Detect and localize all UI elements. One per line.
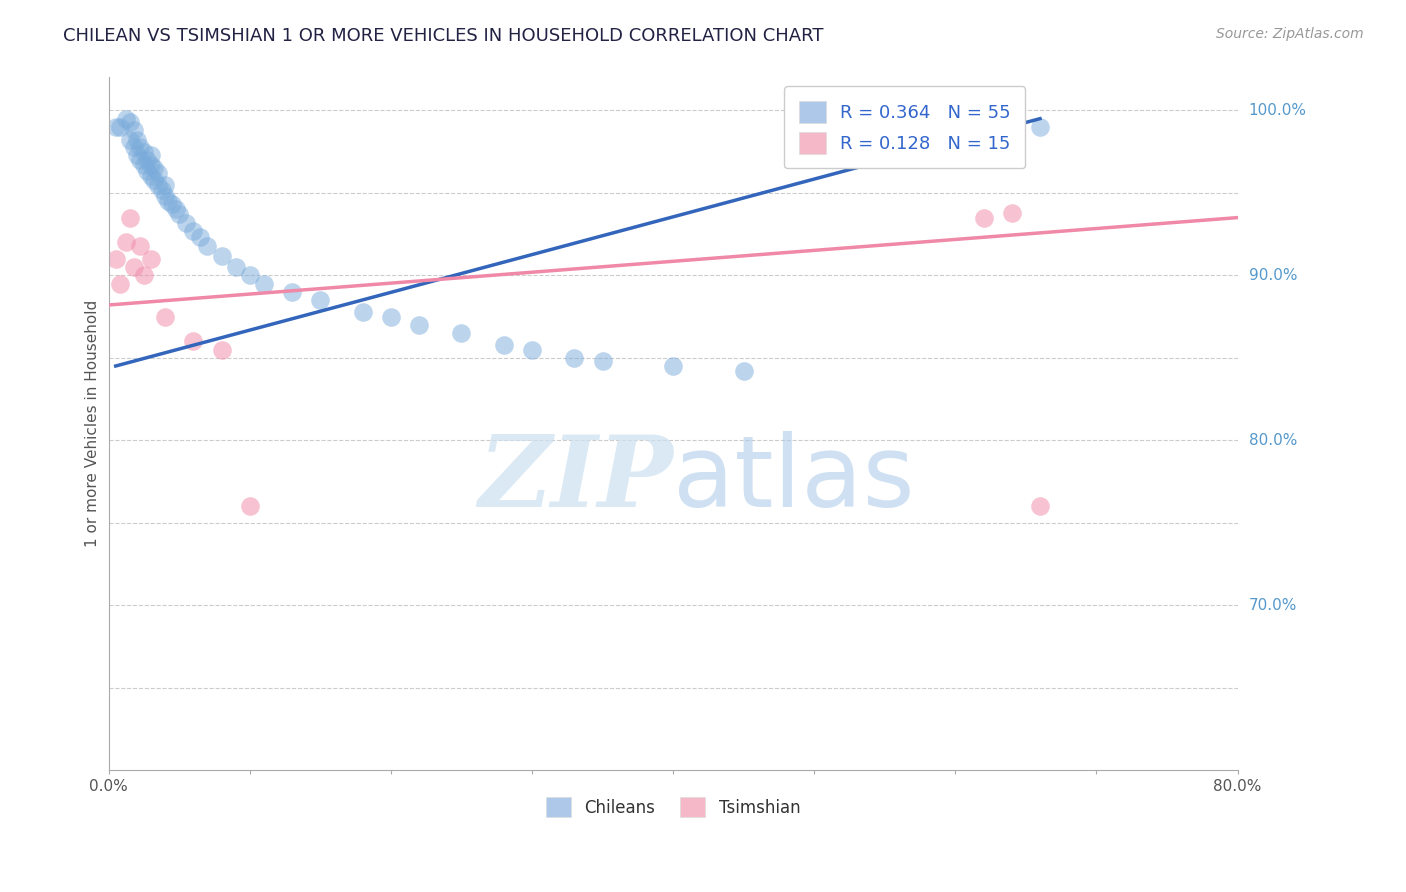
Point <box>1001 118 1024 132</box>
Legend: Chileans, Tsimshian: Chileans, Tsimshian <box>540 790 807 824</box>
Y-axis label: 1 or more Vehicles in Household: 1 or more Vehicles in Household <box>86 300 100 548</box>
Point <box>132 268 155 283</box>
Point <box>108 277 131 291</box>
Point <box>253 277 276 291</box>
Point <box>142 161 165 175</box>
Point <box>114 112 136 126</box>
Point <box>239 499 262 513</box>
Point <box>592 354 614 368</box>
Point <box>281 285 304 299</box>
Point <box>211 248 233 262</box>
Point <box>165 202 187 217</box>
Point <box>118 115 141 129</box>
Text: 70.0%: 70.0% <box>1249 598 1296 613</box>
Point <box>135 164 157 178</box>
Point <box>520 343 543 357</box>
Point <box>146 166 169 180</box>
Point <box>139 158 162 172</box>
Point <box>128 139 150 153</box>
Point <box>125 133 148 147</box>
Point <box>139 169 162 184</box>
Point <box>873 123 896 137</box>
Point <box>135 153 157 167</box>
Text: 90.0%: 90.0% <box>1249 268 1298 283</box>
Point <box>492 337 515 351</box>
Point <box>733 364 755 378</box>
Point <box>562 351 585 365</box>
Point <box>190 230 212 244</box>
Point <box>128 153 150 167</box>
Point <box>309 293 332 307</box>
Text: 100.0%: 100.0% <box>1249 103 1306 118</box>
Point <box>225 260 247 274</box>
Point <box>943 115 966 129</box>
Point <box>118 211 141 225</box>
Text: ZIP: ZIP <box>478 431 673 527</box>
Point <box>450 326 472 340</box>
Point <box>1001 205 1024 219</box>
Point <box>174 215 197 229</box>
Text: atlas: atlas <box>673 431 915 528</box>
Point <box>104 120 127 134</box>
Point <box>122 123 145 137</box>
Point <box>156 194 179 208</box>
Point <box>108 120 131 134</box>
Point <box>181 334 204 349</box>
Point <box>1029 499 1052 513</box>
Point <box>181 224 204 238</box>
Point <box>1029 120 1052 134</box>
Point <box>153 310 176 324</box>
Point <box>973 117 995 131</box>
Point <box>153 178 176 192</box>
Point <box>150 183 173 197</box>
Point <box>197 238 219 252</box>
Point <box>167 207 190 221</box>
Point <box>122 260 145 274</box>
Text: 80.0%: 80.0% <box>1249 433 1296 448</box>
Point <box>380 310 402 324</box>
Point <box>211 343 233 357</box>
Text: CHILEAN VS TSIMSHIAN 1 OR MORE VEHICLES IN HOUSEHOLD CORRELATION CHART: CHILEAN VS TSIMSHIAN 1 OR MORE VEHICLES … <box>63 27 824 45</box>
Point <box>139 252 162 266</box>
Point <box>114 235 136 250</box>
Point <box>139 148 162 162</box>
Point <box>352 304 374 318</box>
Point <box>125 148 148 162</box>
Point <box>132 145 155 159</box>
Point <box>973 211 995 225</box>
Point <box>803 120 825 134</box>
Point <box>239 268 262 283</box>
Point <box>142 172 165 186</box>
Point <box>104 252 127 266</box>
Point <box>118 133 141 147</box>
Point <box>132 158 155 172</box>
Text: Source: ZipAtlas.com: Source: ZipAtlas.com <box>1216 27 1364 41</box>
Point <box>146 178 169 192</box>
Point <box>662 359 685 373</box>
Point <box>122 139 145 153</box>
Point <box>153 189 176 203</box>
Point <box>408 318 430 332</box>
Point <box>160 197 183 211</box>
Point <box>128 238 150 252</box>
